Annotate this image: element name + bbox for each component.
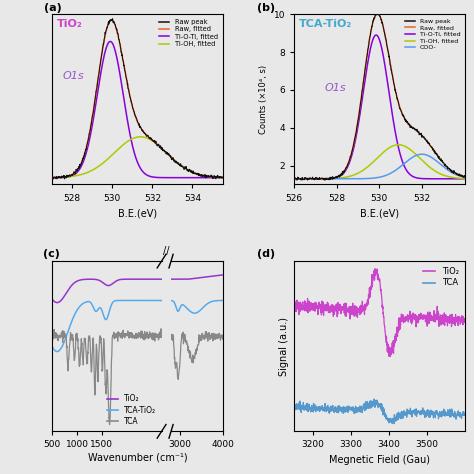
- Text: (c): (c): [44, 249, 60, 259]
- Text: TCA-TiO₂: TCA-TiO₂: [299, 19, 353, 29]
- Text: (a): (a): [44, 2, 61, 12]
- Text: O1s: O1s: [63, 71, 84, 81]
- X-axis label: B.E.(eV): B.E.(eV): [118, 208, 157, 218]
- Text: O1s: O1s: [325, 83, 346, 93]
- Legend: TiO₂, TCA-TiO₂, TCA: TiO₂, TCA-TiO₂, TCA: [105, 393, 158, 428]
- X-axis label: B.E.(eV): B.E.(eV): [360, 208, 399, 218]
- Legend: Raw peak, Raw, fitted, Ti-O-Ti, fitted, Ti-OH, fitted, COO-: Raw peak, Raw, fitted, Ti-O-Ti, fitted, …: [404, 18, 461, 52]
- Text: Wavenumber (cm⁻¹): Wavenumber (cm⁻¹): [88, 453, 187, 463]
- Legend: Raw peak, Raw, fitted, Ti-O-Ti, fitted, Ti-OH, fitted: Raw peak, Raw, fitted, Ti-O-Ti, fitted, …: [158, 18, 219, 48]
- Text: (d): (d): [256, 249, 275, 259]
- Text: (b): (b): [256, 2, 275, 12]
- X-axis label: Megnetic Field (Gau): Megnetic Field (Gau): [329, 455, 430, 465]
- Text: //: //: [163, 246, 170, 256]
- Legend: TiO₂, TCA: TiO₂, TCA: [421, 265, 460, 289]
- Y-axis label: Signal (a.u.): Signal (a.u.): [279, 317, 289, 376]
- Y-axis label: Counts (×10⁴, s): Counts (×10⁴, s): [259, 65, 268, 134]
- Text: TiO₂: TiO₂: [57, 19, 83, 29]
